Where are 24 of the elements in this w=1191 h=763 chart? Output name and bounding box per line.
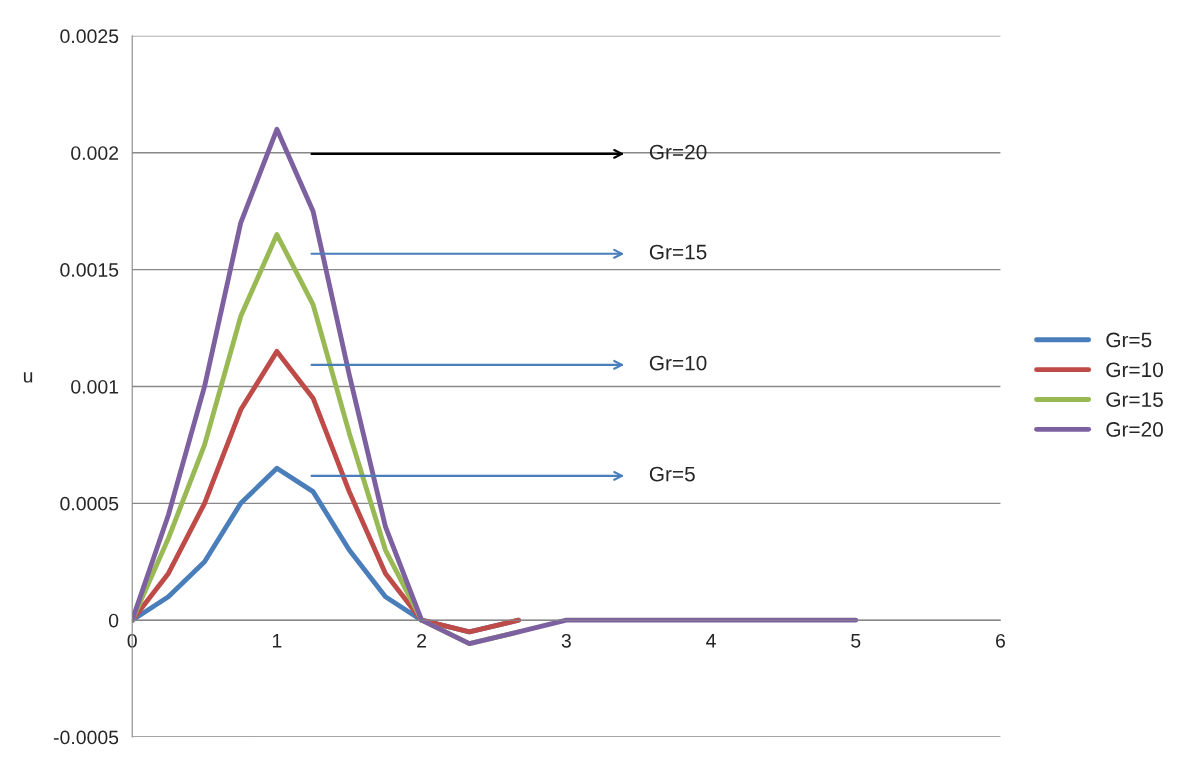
legend-label: Gr=10 [1106, 362, 1163, 378]
y-tick-label: 0.002 [71, 146, 119, 160]
annotation: Gr=20 [649, 144, 707, 160]
y-tick-label: 0.0025 [60, 29, 119, 44]
y-tick-label: 0.001 [71, 379, 119, 394]
x-tick-label: 1 [272, 634, 282, 648]
legend-label: Gr=5 [1106, 332, 1152, 348]
x-tick-label: 0 [127, 633, 137, 648]
x-tick-label: 4 [706, 634, 716, 648]
y-axis-title: u [23, 372, 33, 383]
x-tick-label: 6 [996, 633, 1005, 648]
y-tick-label: 0 [108, 613, 119, 628]
y-tick-label: -0.0005 [53, 730, 119, 745]
annotation: Gr=10 [649, 355, 707, 371]
x-tick-label: 5 [851, 634, 861, 648]
annotation: Gr=15 [649, 244, 707, 260]
y-tick-label: 0.0005 [60, 496, 119, 511]
annotation: Gr=5 [649, 466, 695, 482]
line-series [132, 348, 521, 635]
x-tick-label: 2 [417, 633, 427, 648]
legend-label: Gr=20 [1106, 422, 1163, 437]
legend-label: Gr=15 [1106, 392, 1163, 407]
x-tick-label: 3 [561, 633, 571, 648]
y-tick-label: 0.0015 [60, 263, 119, 277]
